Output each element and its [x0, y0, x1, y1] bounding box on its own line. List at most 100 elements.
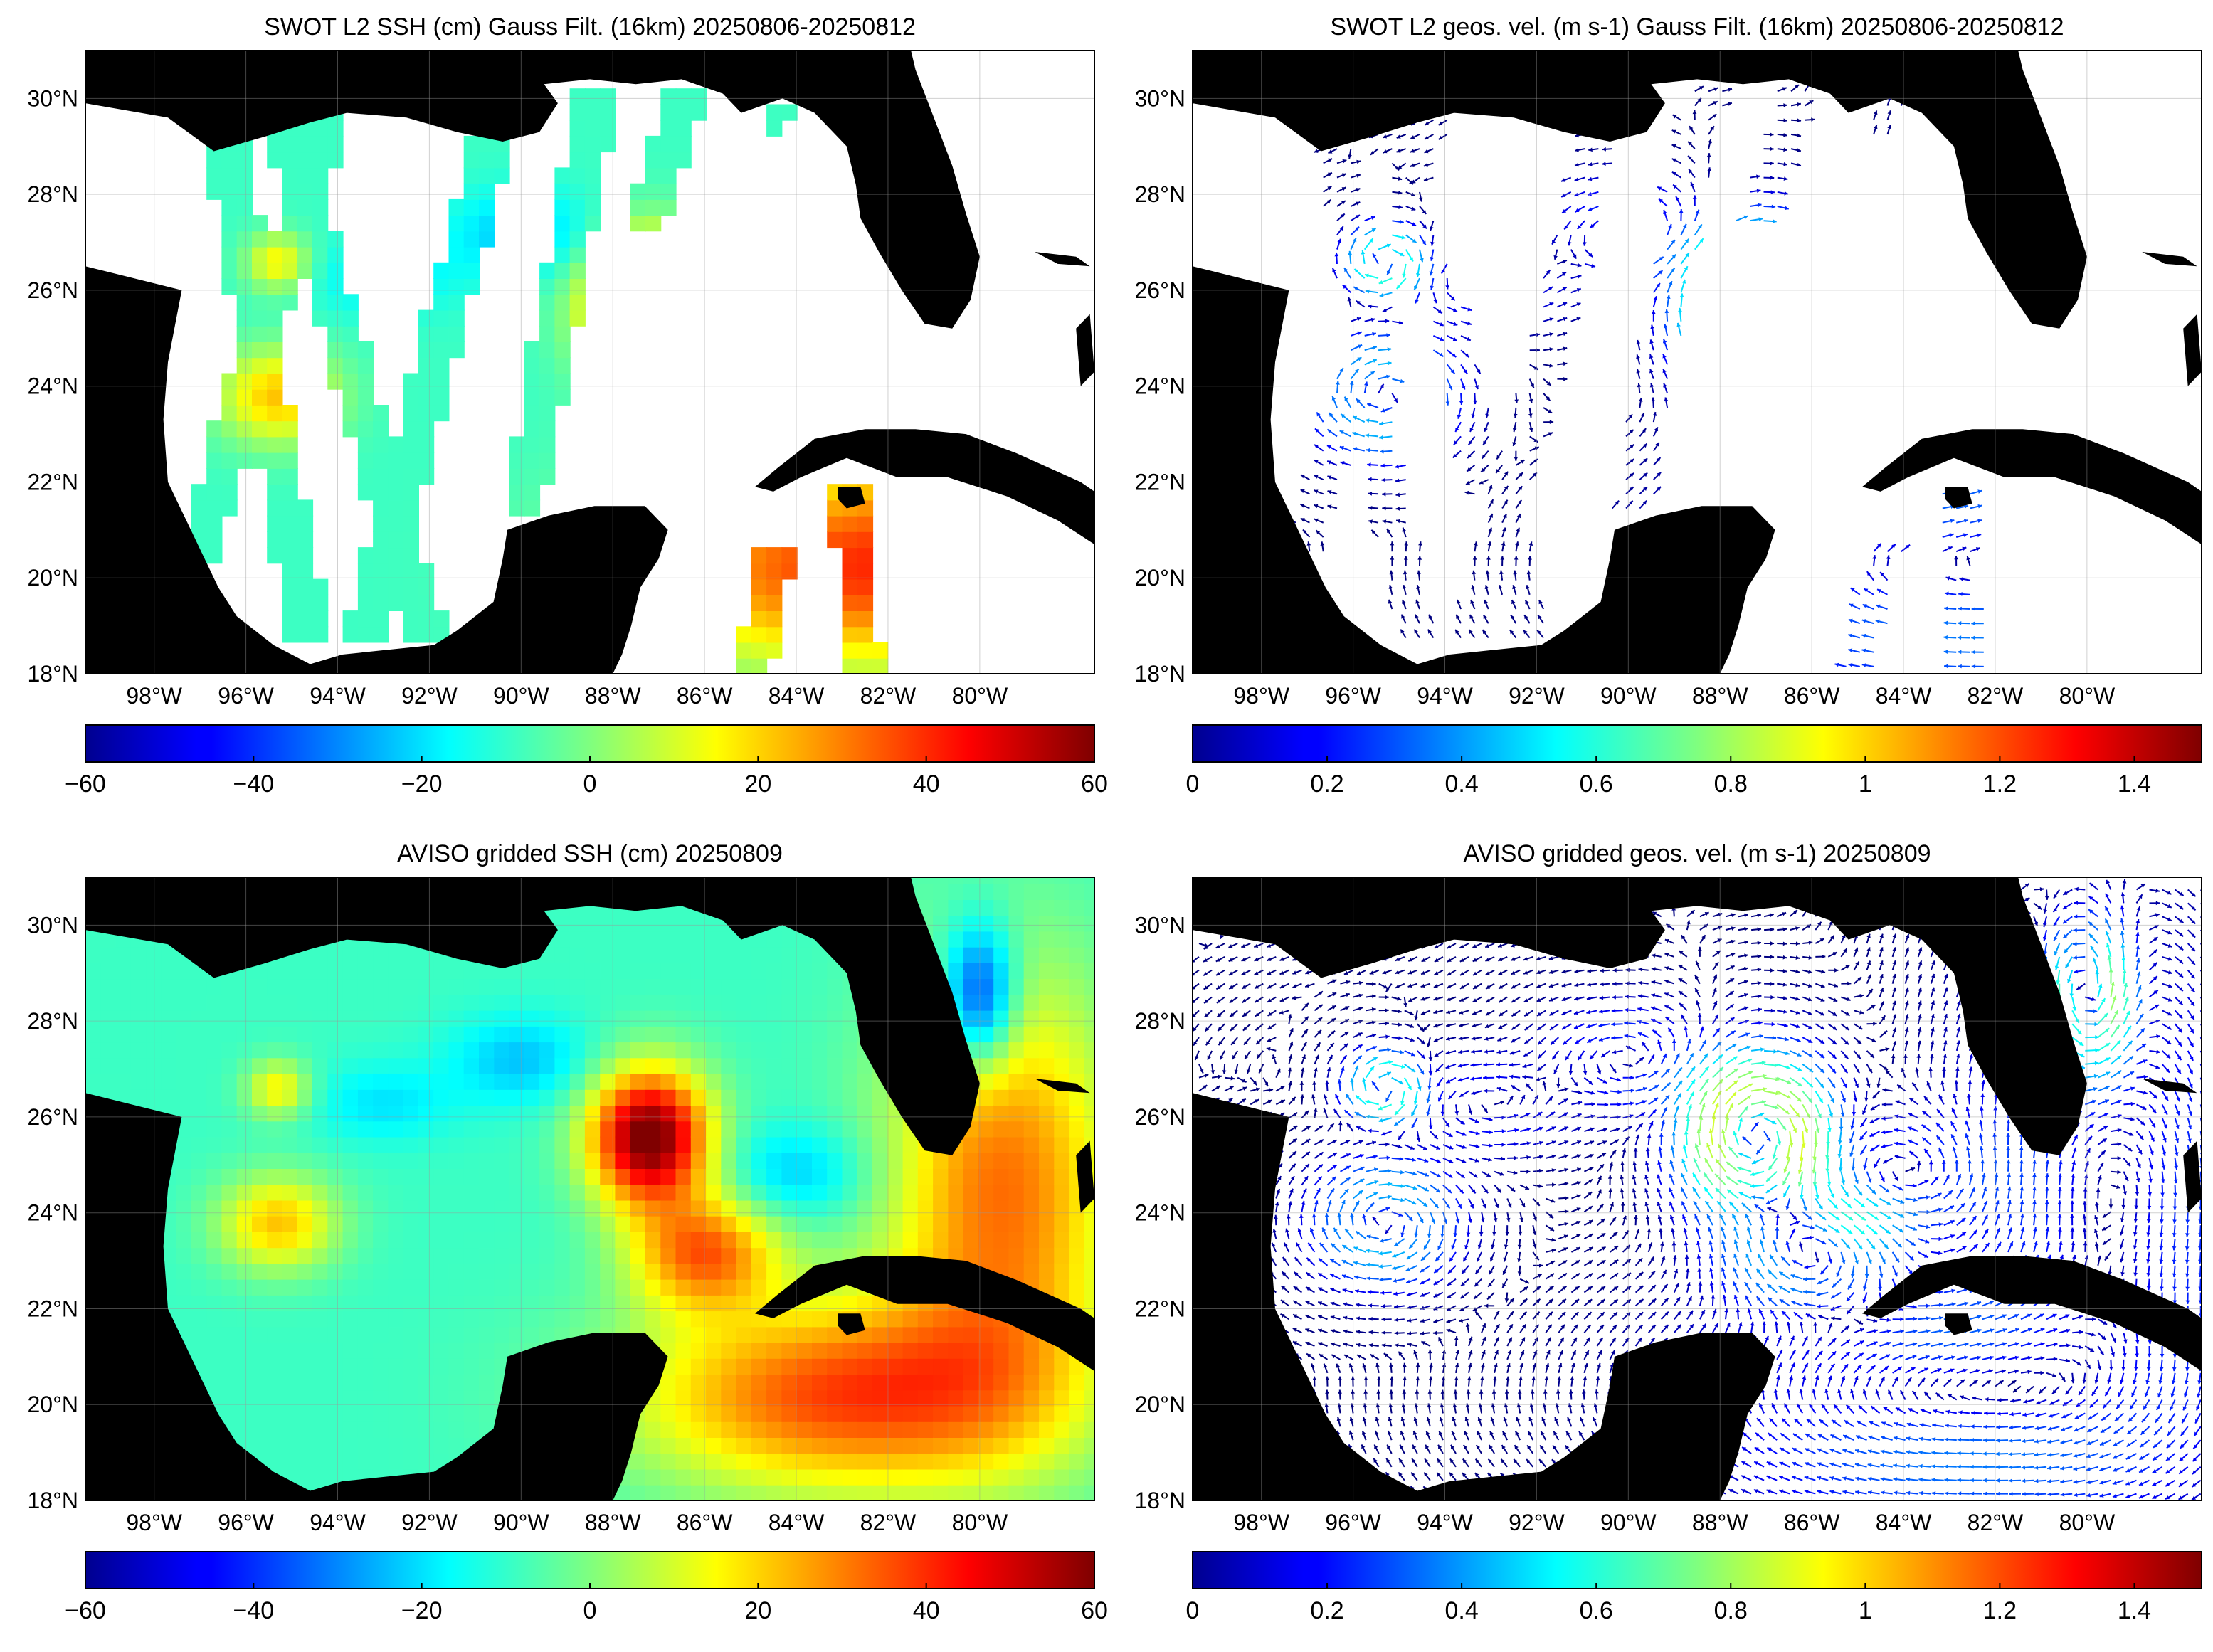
lon-tick-label: 94°W — [310, 1510, 366, 1535]
lon-tick-label: 84°W — [1876, 683, 1932, 709]
panel-aviso-vel: AVISO gridded geos. vel. (m s-1) 2025080… — [1135, 840, 2202, 1624]
lat-tick-label: 22°N — [1135, 1296, 1186, 1321]
lon-tick-label: 96°W — [218, 683, 274, 709]
colorbar-tick-label: −20 — [401, 1597, 443, 1624]
colorbar-tick-label: 0.8 — [1714, 771, 1748, 798]
colorbar-tick-label: 0.2 — [1310, 771, 1343, 798]
lon-tick-label: 94°W — [310, 683, 366, 709]
colorbar-tick-label: 1.4 — [2118, 771, 2151, 798]
map-frame — [1192, 50, 2202, 674]
colorbar-tick-label: 60 — [1081, 771, 1108, 798]
lat-tick-label: 22°N — [28, 1296, 79, 1321]
lon-tick-label: 88°W — [585, 683, 641, 709]
map-frame — [1192, 877, 2202, 1501]
lon-tick-label: 96°W — [218, 1510, 274, 1535]
lon-tick-label: 98°W — [126, 1510, 182, 1535]
colorbar-tick-label: 1.4 — [2118, 1597, 2151, 1624]
colorbar: 0 0.2 0.4 0.6 0.8 1 1.2 1.4 — [1186, 1551, 2202, 1624]
land-mask — [85, 877, 1094, 1500]
colorbar-tick-label: −40 — [233, 771, 274, 798]
colorbar-tick-label: 20 — [744, 771, 771, 798]
lat-tick-label: 20°N — [1135, 565, 1186, 591]
graticule — [1193, 51, 2202, 674]
graticule — [85, 877, 1094, 1500]
lon-tick-label: 94°W — [1417, 683, 1473, 709]
colorbar: −60 −40 −20 0 20 40 60 — [65, 724, 1108, 798]
land-mask — [1193, 877, 2202, 1500]
map-frame — [85, 50, 1095, 674]
colorbar-tick-label: −40 — [233, 1597, 274, 1624]
lat-tick-label: 30°N — [28, 912, 79, 938]
lon-tick-label: 82°W — [1968, 683, 2024, 709]
lon-tick-label: 86°W — [1784, 1510, 1840, 1535]
colorbar-tick-label: 40 — [913, 771, 940, 798]
lat-tick-label: 28°N — [1135, 1008, 1186, 1034]
lon-tick-label: 90°W — [1600, 1510, 1657, 1535]
colorbar-tick-label: −60 — [65, 771, 106, 798]
lon-tick-label: 94°W — [1417, 1510, 1473, 1535]
lon-tick-label: 90°W — [1600, 683, 1657, 709]
lat-tick-label: 20°N — [1135, 1392, 1186, 1417]
lon-tick-label: 82°W — [860, 683, 917, 709]
lon-tick-label: 84°W — [769, 683, 825, 709]
lat-tick-label: 30°N — [1135, 912, 1186, 938]
lon-tick-label: 90°W — [493, 1510, 549, 1535]
panel-aviso-ssh: AVISO gridded SSH (cm) 20250809 98°W 96°W 9… — [28, 840, 1108, 1624]
lat-tick-label: 28°N — [28, 181, 79, 207]
colorbar-tick-label: 0.6 — [1580, 1597, 1613, 1624]
colorbar-tick-label: 0.2 — [1310, 1597, 1343, 1624]
lat-tick-label: 22°N — [28, 469, 79, 494]
lon-tick-label: 88°W — [585, 1510, 641, 1535]
lat-tick-label: 20°N — [28, 1392, 79, 1417]
lat-tick-label: 24°N — [1135, 374, 1186, 399]
lat-tick-label: 24°N — [28, 374, 79, 399]
graticule — [1193, 877, 2202, 1500]
colorbar: −60 −40 −20 0 20 40 60 — [65, 1551, 1108, 1624]
lat-tick-label: 24°N — [1135, 1200, 1186, 1226]
colorbar-tick-label: 0.8 — [1714, 1597, 1748, 1624]
lon-tick-label: 80°W — [952, 683, 1008, 709]
lat-tick-label: 18°N — [28, 1488, 79, 1513]
lon-tick-label: 98°W — [1233, 1510, 1289, 1535]
colorbar-tick-label: 40 — [913, 1597, 940, 1624]
lon-tick-label: 80°W — [952, 1510, 1008, 1535]
lat-tick-label: 26°N — [1135, 1104, 1186, 1130]
panel-swot-ssh: SWOT L2 SSH (cm) Gauss Filt. (16km) 2025… — [28, 14, 1108, 798]
colorbar-tick-label: 0 — [1186, 1597, 1200, 1624]
lon-tick-label: 82°W — [1968, 1510, 2024, 1535]
colorbar: 0 0.2 0.4 0.6 0.8 1 1.2 1.4 — [1186, 724, 2202, 798]
lat-tick-label: 20°N — [28, 565, 79, 591]
lon-tick-label: 92°W — [401, 683, 458, 709]
lon-tick-label: 90°W — [493, 683, 549, 709]
lon-tick-label: 82°W — [860, 1510, 917, 1535]
lon-tick-label: 88°W — [1692, 1510, 1748, 1535]
colorbar-tick-label: 1.2 — [1983, 771, 2017, 798]
lon-tick-label: 92°W — [1509, 1510, 1565, 1535]
lat-tick-label: 30°N — [28, 85, 79, 111]
lat-tick-label: 18°N — [1135, 1488, 1186, 1513]
lat-tick-label: 18°N — [28, 661, 79, 687]
colorbar-tick-label: 0 — [1186, 771, 1200, 798]
colorbar-tick-label: 20 — [744, 1597, 771, 1624]
panel-swot-vel: SWOT L2 geos. vel. (m s-1) Gauss Filt. (… — [1135, 14, 2202, 798]
lon-tick-label: 84°W — [1876, 1510, 1932, 1535]
graticule — [85, 51, 1094, 674]
colorbar-tick-label: 1 — [1859, 1597, 1872, 1624]
land-mask — [85, 51, 1094, 674]
panel-title: SWOT L2 SSH (cm) Gauss Filt. (16km) 2025… — [264, 14, 916, 41]
lon-tick-label: 80°W — [2059, 1510, 2116, 1535]
lon-tick-label: 98°W — [1233, 683, 1289, 709]
lon-tick-label: 96°W — [1325, 1510, 1381, 1535]
colorbar-tick-label: 60 — [1081, 1597, 1108, 1624]
lon-tick-label: 86°W — [677, 683, 733, 709]
colorbar-tick-label: 1.2 — [1983, 1597, 2017, 1624]
colorbar-tick-label: 0.4 — [1445, 1597, 1479, 1624]
panel-title: SWOT L2 geos. vel. (m s-1) Gauss Filt. (… — [1330, 14, 2064, 41]
lat-tick-label: 24°N — [28, 1200, 79, 1226]
lat-tick-label: 26°N — [28, 277, 79, 303]
lon-tick-label: 84°W — [769, 1510, 825, 1535]
colorbar-tick-label: −20 — [401, 771, 443, 798]
lat-tick-label: 30°N — [1135, 85, 1186, 111]
lat-tick-label: 26°N — [28, 1104, 79, 1130]
